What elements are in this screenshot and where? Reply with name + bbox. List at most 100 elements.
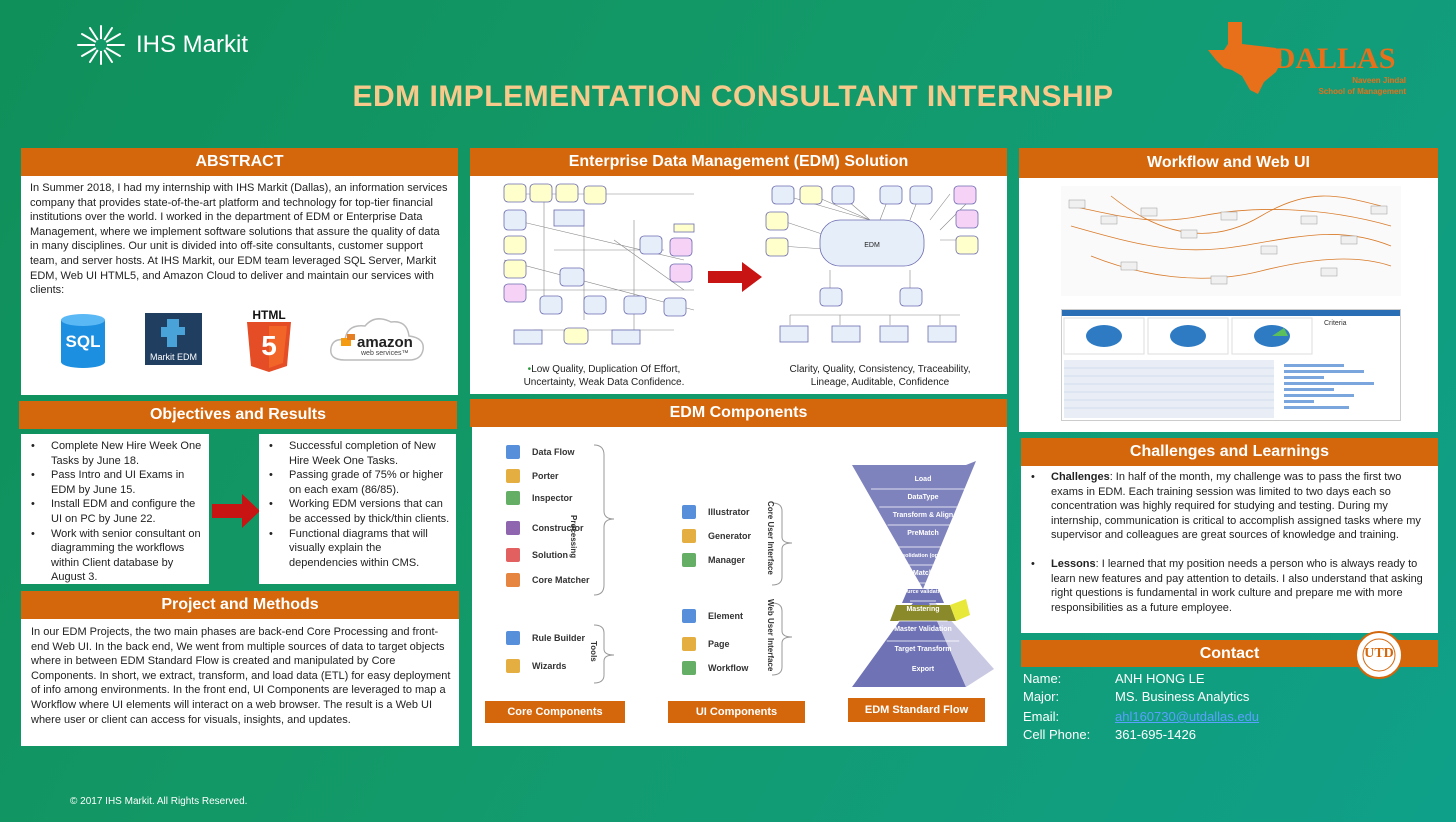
texas-shape-icon xyxy=(1208,22,1282,94)
flow-step-label: Mastering xyxy=(906,606,939,613)
flow-step-label: Target Transform xyxy=(894,646,951,653)
objectives-results-panel: Successful completion of New Hire Week O… xyxy=(259,434,456,584)
ui-components-button[interactable]: UI Components xyxy=(668,701,805,723)
workflow-panel: Criteria xyxy=(1019,178,1438,432)
goal-item: Install EDM and configure the UI on PC b… xyxy=(31,497,203,526)
amazon-text: amazon xyxy=(357,334,413,351)
component-label: Generator xyxy=(708,531,752,541)
result-item: Passing grade of 75% or higher on each e… xyxy=(269,468,450,497)
component-label: Wizards xyxy=(532,661,567,671)
transform-arrow-icon xyxy=(708,262,762,292)
amazon-web-services-logo: amazon web services™ xyxy=(327,314,427,366)
contact-value: 361-695-1426 xyxy=(1115,727,1196,742)
challenge-item: Lessons: I learned that my position need… xyxy=(1031,557,1430,615)
workflow-header: Workflow and Web UI xyxy=(1019,148,1438,178)
tools-label: Tools xyxy=(589,641,598,662)
contact-key: Major: xyxy=(1023,689,1060,704)
component-label: Constructor xyxy=(532,523,584,533)
challenge-text: : In half of the month, my challenge was… xyxy=(1051,471,1421,542)
ihs-brand-text: IHS Markit xyxy=(136,31,249,58)
utd-seal-text: UTD xyxy=(1364,646,1394,661)
edm-solution-panel: EDM •Low Quality, Duplication Of Effort,… xyxy=(470,176,1007,394)
bullet-star-icon: • xyxy=(527,364,532,375)
tool-icon xyxy=(506,631,520,645)
flow-step-label: Consolidation (optional) xyxy=(891,553,954,559)
criteria-label: Criteria xyxy=(1324,320,1347,327)
component-icon xyxy=(506,548,520,562)
component-label: Illustrator xyxy=(708,507,750,517)
abstract-text: In Summer 2018, I had my internship with… xyxy=(30,182,448,297)
ihs-starburst-icon xyxy=(77,25,125,65)
component-label: Element xyxy=(708,611,744,621)
web-icon xyxy=(682,637,696,651)
web-icon xyxy=(682,609,696,623)
component-label: Core Matcher xyxy=(532,575,590,585)
contact-key: Name: xyxy=(1023,671,1062,686)
utdallas-text: UTDALLAS xyxy=(1232,42,1396,75)
copyright: © 2017 IHS Markit. All Rights Reserved. xyxy=(70,796,248,807)
core-components-button[interactable]: Core Components xyxy=(485,701,625,723)
objectives-header: Objectives and Results xyxy=(19,401,457,429)
goal-item: Complete New Hire Week One Tasks by June… xyxy=(31,439,203,468)
goal-item: Pass Intro and UI Exams in EDM by June 1… xyxy=(31,468,203,497)
result-item: Successful completion of New Hire Week O… xyxy=(269,439,450,468)
sql-logo-text: SQL xyxy=(65,332,101,351)
flow-step-label: Load xyxy=(915,476,932,483)
component-icon xyxy=(506,469,520,483)
flow-step-label: Export xyxy=(912,666,935,673)
before-caption-text: Low Quality, Duplication Of Effort, Unce… xyxy=(523,364,685,388)
amazon-sub-text: web services™ xyxy=(361,350,409,357)
ui-icon xyxy=(682,553,696,567)
component-label: Workflow xyxy=(708,663,749,673)
goal-item: Work with senior consultant on diagrammi… xyxy=(31,527,203,585)
component-icon xyxy=(506,491,520,505)
tool-icon xyxy=(506,659,520,673)
edm-solution-header: Enterprise Data Management (EDM) Solutio… xyxy=(470,148,1007,176)
edm-hub-label: EDM xyxy=(864,242,880,249)
component-label: Porter xyxy=(532,471,559,481)
contact-key: Email: xyxy=(1023,709,1060,724)
challenges-list: Challenges: In half of the month, my cha… xyxy=(1029,470,1430,615)
component-label: Data Flow xyxy=(532,447,575,457)
markit-edm-text: Markit EDM xyxy=(150,352,197,362)
challenges-panel: Challenges: In half of the month, my cha… xyxy=(1021,466,1438,633)
edm-standard-flow-diagram: Load DataType Transform & Align PreMatch Con… xyxy=(852,461,994,687)
component-label: Rule Builder xyxy=(532,633,586,643)
component-label: Solution xyxy=(532,550,568,560)
flow-step-label: Transform & Align xyxy=(893,512,953,519)
html5-label: HTML xyxy=(252,308,286,322)
challenge-label: Challenges xyxy=(1051,471,1110,483)
html5-number: 5 xyxy=(261,330,277,361)
before-caption: •Low Quality, Duplication Of Effort, Unc… xyxy=(504,363,704,389)
after-diagram: EDM xyxy=(765,185,979,343)
flow-step-label: PreMatch xyxy=(907,530,939,537)
page-title: EDM IMPLEMENTATION CONSULTANT INTERNSHIP xyxy=(352,80,1114,113)
challenge-label: Lessons xyxy=(1051,557,1096,570)
workflow-diagram xyxy=(1061,186,1401,296)
sql-logo: SQL xyxy=(59,312,107,368)
component-icon xyxy=(506,445,520,459)
result-item: Functional diagrams that will visually e… xyxy=(269,527,450,571)
goals-list: Complete New Hire Week One Tasks by June… xyxy=(29,439,203,585)
challenges-header: Challenges and Learnings xyxy=(1021,438,1438,466)
processing-label: Processing xyxy=(569,515,578,559)
project-text: In our EDM Projects, the two main phases… xyxy=(31,626,451,726)
flow-step-label: Match xyxy=(913,570,933,577)
component-icon xyxy=(506,573,520,587)
school-sub2: School of Management xyxy=(1318,87,1406,96)
flow-step-label: Source validation xyxy=(900,589,946,595)
project-panel: In our EDM Projects, the two main phases… xyxy=(21,619,459,746)
html5-logo: HTML 5 xyxy=(241,308,297,372)
contact-email-link[interactable]: ahl160730@utdallas.edu xyxy=(1115,709,1260,724)
edm-standard-flow-button[interactable]: EDM Standard Flow xyxy=(848,698,985,722)
web-icon xyxy=(682,661,696,675)
utd-seal: UTD xyxy=(1354,630,1404,680)
objectives-goals-panel: Complete New Hire Week One Tasks by June… xyxy=(21,434,209,584)
component-label: Manager xyxy=(708,555,746,565)
abstract-header: ABSTRACT xyxy=(21,148,458,176)
ui-icon xyxy=(682,529,696,543)
contact-value: ANH HONG LE xyxy=(1115,671,1205,686)
school-sub1: Naveen Jindal xyxy=(1352,76,1406,85)
before-diagram xyxy=(503,183,695,345)
utdallas-logo: UTDALLAS Naveen Jindal School of Managem… xyxy=(1206,20,1416,98)
